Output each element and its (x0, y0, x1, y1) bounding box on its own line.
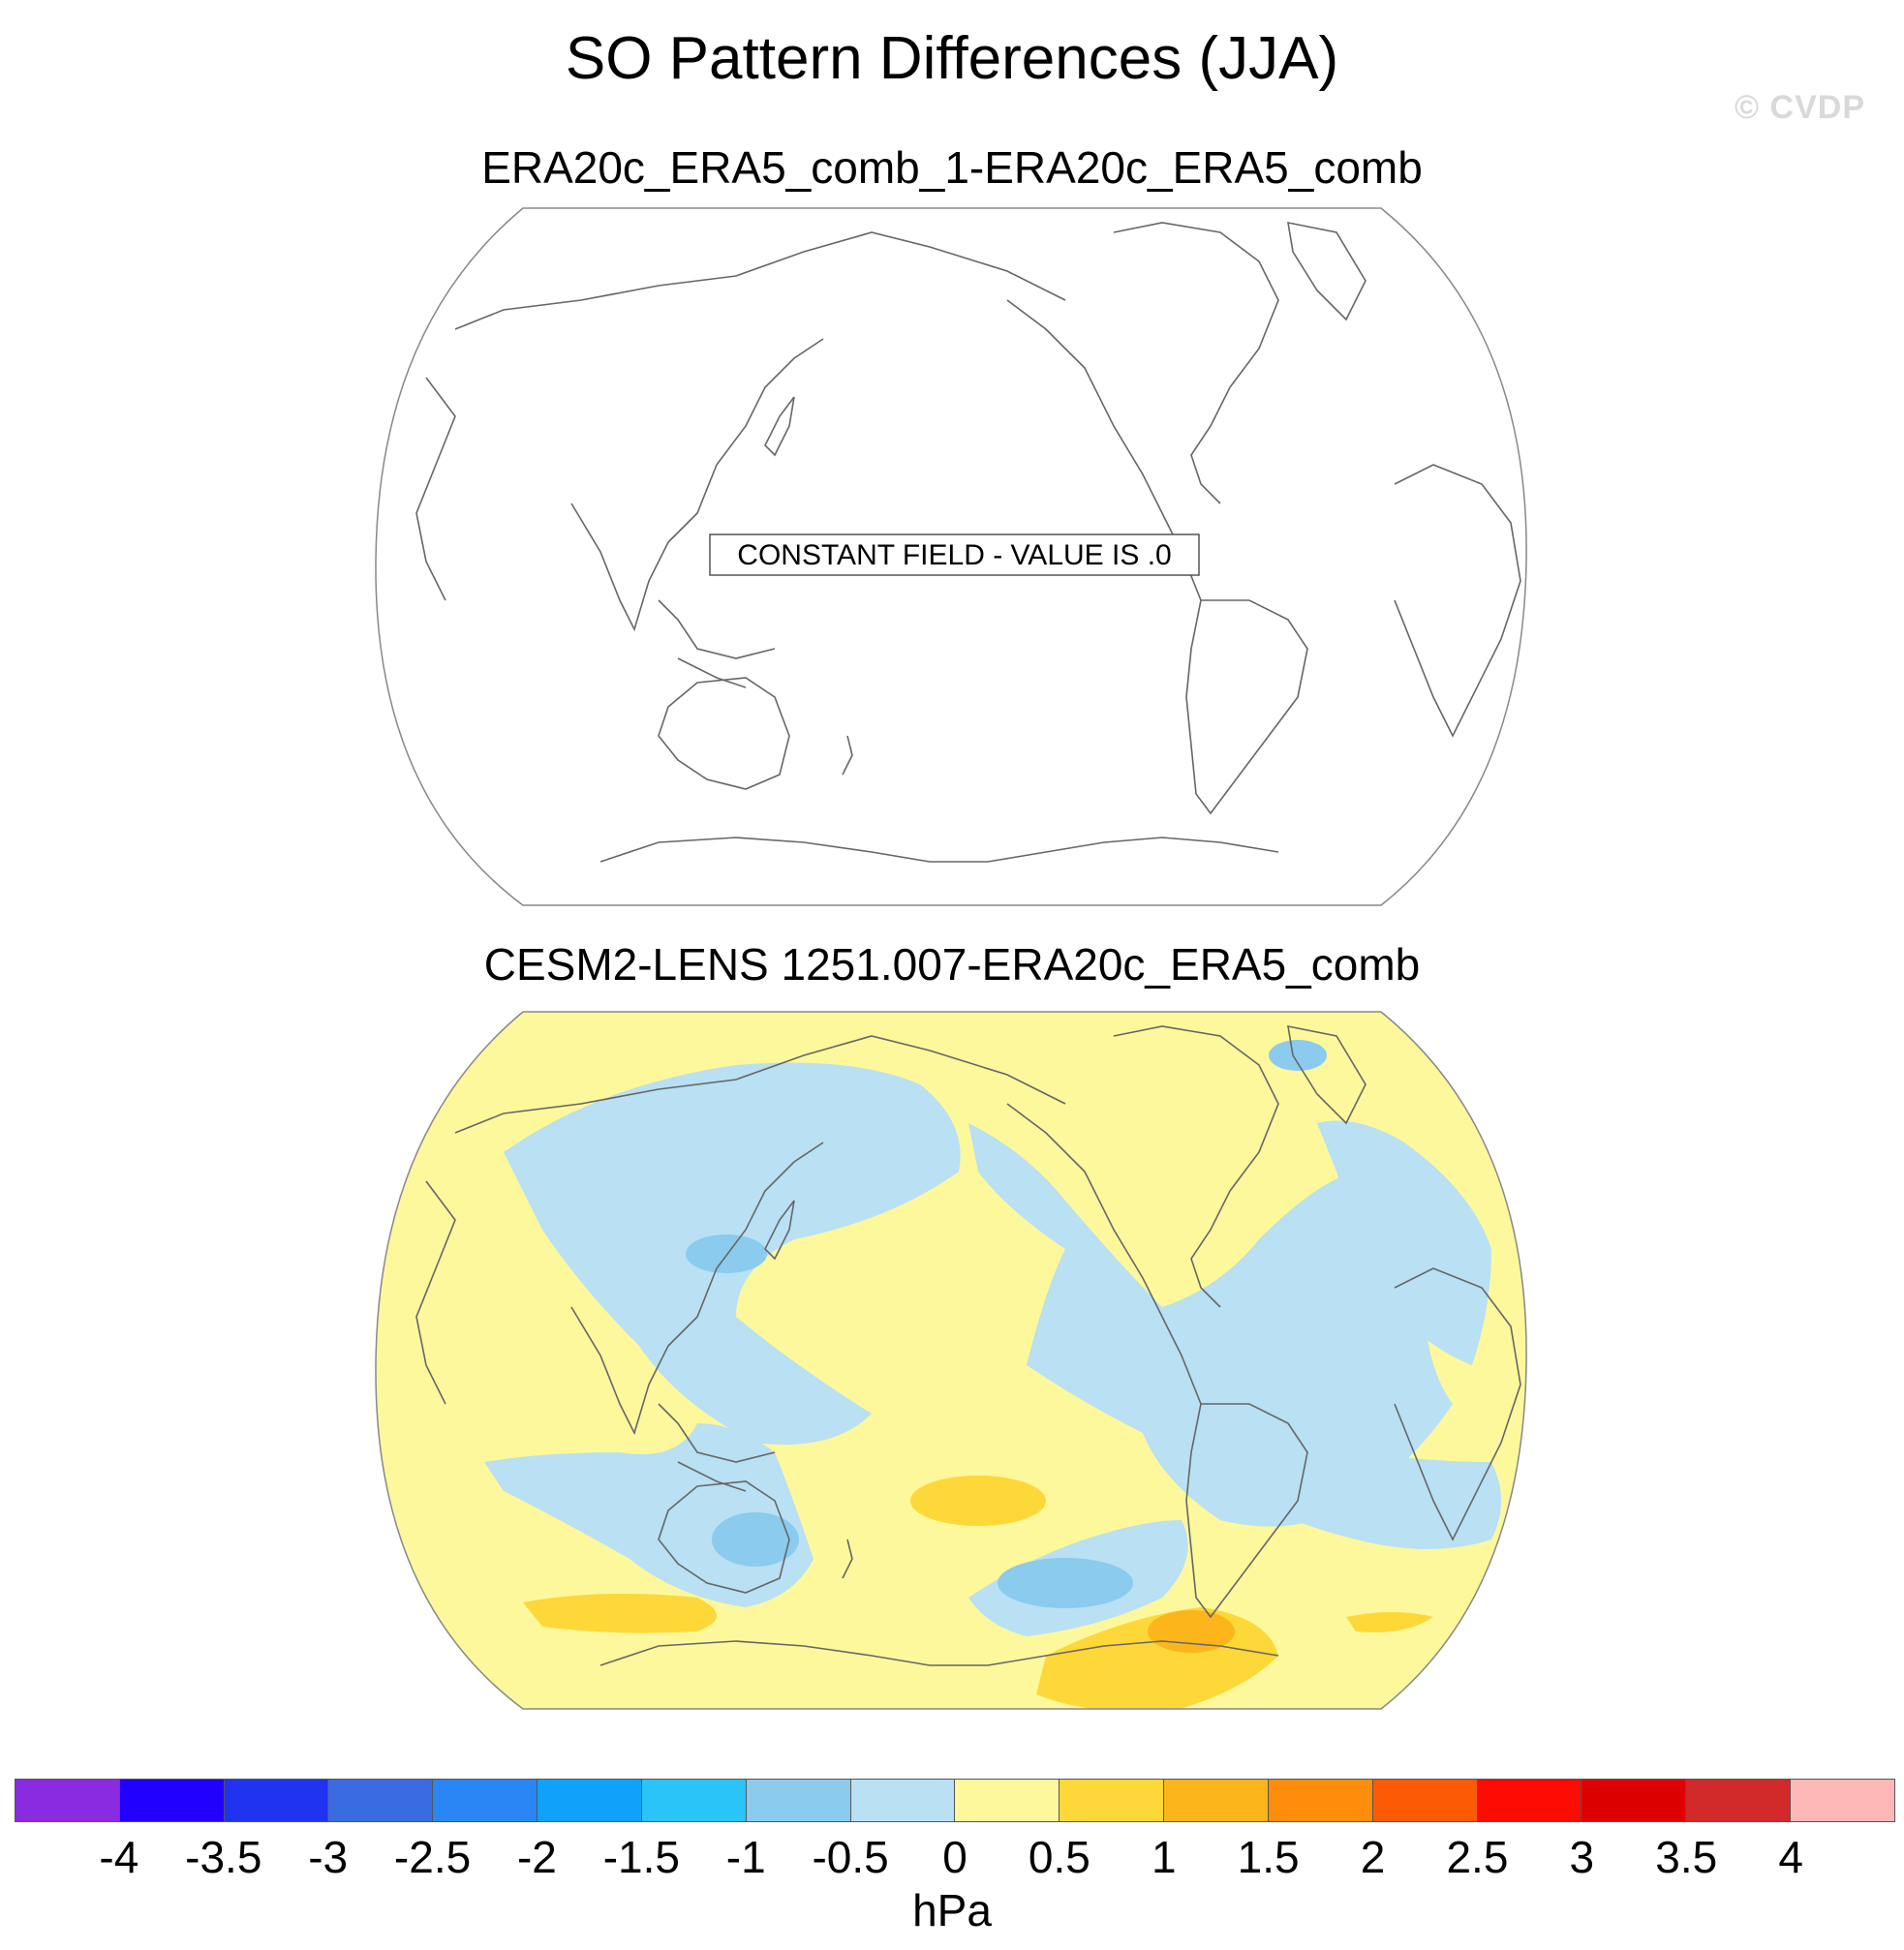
colorbar-swatch-13 (1372, 1780, 1478, 1821)
panel-title-bottom: CESM2-LENS 1251.007-ERA20c_ERA5_comb (483, 939, 1421, 990)
colorbar-tick-label: 1.5 (1237, 1832, 1300, 1882)
colorbar-tick-label: -1.5 (602, 1832, 680, 1882)
colorbar-tick-label: -1 (725, 1832, 766, 1882)
colorbar-swatch-4 (433, 1780, 538, 1821)
colorbar-tick-label: -2.5 (393, 1832, 472, 1882)
field-positive-core (523, 1594, 717, 1633)
colorbar-swatch-6 (641, 1780, 747, 1821)
colorbar-tick-label: 2 (1360, 1832, 1386, 1882)
map-boundary-bottom (375, 1011, 1527, 1710)
colorbar-tick-label: 4 (1778, 1832, 1803, 1882)
main-title: SO Pattern Differences (JJA) (565, 25, 1339, 92)
colorbar-swatch-14 (1477, 1780, 1582, 1821)
field-negative-core (1269, 1040, 1327, 1071)
colorbar-tick-label: 0 (942, 1832, 967, 1882)
colorbar-swatch-1 (119, 1780, 225, 1821)
field-negative-core (712, 1512, 799, 1567)
colorbar-tick-label: -4 (99, 1832, 139, 1882)
colorbar-tick-label: -3.5 (185, 1832, 262, 1882)
colorbar (15, 1779, 1895, 1822)
colorbar-tick-label: 3.5 (1655, 1832, 1718, 1882)
colorbar-tick-label: 0.5 (1028, 1832, 1090, 1882)
colorbar-swatch-15 (1582, 1780, 1687, 1821)
colorbar-swatch-17 (1791, 1780, 1894, 1821)
field-positive-core (1346, 1612, 1433, 1632)
colorbar-swatch-16 (1686, 1780, 1792, 1821)
colorbar-swatch-11 (1164, 1780, 1269, 1821)
colorbar-swatch-0 (15, 1780, 120, 1821)
constant-field-label: CONSTANT FIELD - VALUE IS .0 (737, 539, 1171, 571)
field-negative-region (1220, 1452, 1501, 1549)
colorbar-swatch-2 (224, 1780, 329, 1821)
field-negative-core (998, 1558, 1133, 1608)
constant-field-box (709, 533, 1200, 576)
field-negative-region (968, 1123, 1453, 1527)
colorbar-tick-label: -2 (516, 1832, 557, 1882)
colorbar-tick-label: 1 (1151, 1832, 1177, 1882)
colorbar-swatch-9 (955, 1780, 1060, 1821)
colorbar-swatch-12 (1268, 1780, 1373, 1821)
colorbar-swatch-7 (746, 1780, 851, 1821)
colorbar-swatch-8 (850, 1780, 956, 1821)
colorbar-tick-label: -0.5 (812, 1832, 889, 1882)
map-top: CONSTANT FIELD - VALUE IS .0 (375, 207, 1527, 906)
map-bottom (375, 1011, 1527, 1710)
colorbar-units: hPa (912, 1885, 992, 1935)
colorbar-tick-label: 2.5 (1446, 1832, 1509, 1882)
field-negative-region (1317, 1120, 1491, 1365)
colorbar-tick-labels: -4 -3.5 -3 -2.5 -2 -1.5 -1 -0.5 0 0.5 1 1.5 2 2.5 3 3.5… (0, 1830, 1904, 1884)
field-negative-core (686, 1234, 767, 1273)
colorbar-tick-label: 3 (1569, 1832, 1595, 1882)
colorbar-tick-label: -3 (308, 1832, 349, 1882)
field-positive-core (910, 1476, 1046, 1526)
colorbar-swatch-5 (537, 1780, 642, 1821)
watermark: © CVDP (1735, 89, 1865, 126)
colorbar-swatch-10 (1059, 1780, 1165, 1821)
colorbar-swatch-3 (328, 1780, 434, 1821)
panel-title-top: ERA20c_ERA5_comb_1-ERA20c_ERA5_comb (481, 142, 1423, 193)
